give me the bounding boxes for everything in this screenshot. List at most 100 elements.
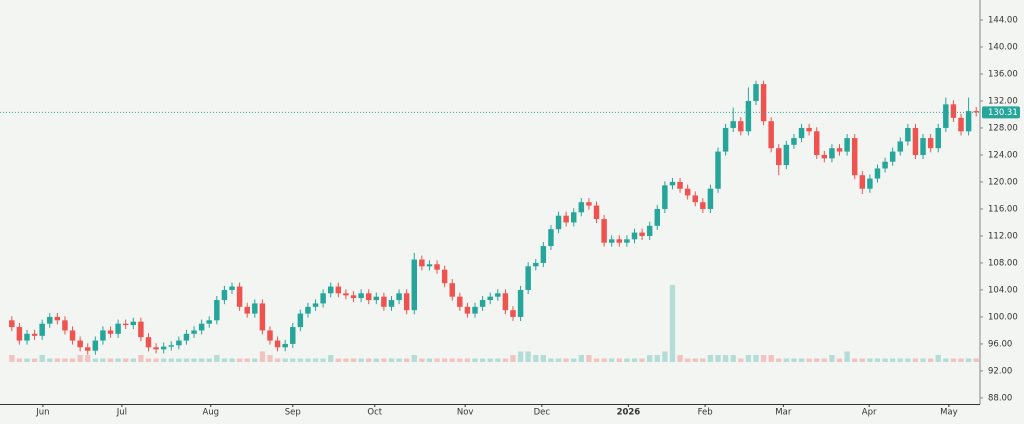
candle-body xyxy=(806,127,812,132)
candle-body xyxy=(912,127,919,155)
volume-bar xyxy=(85,355,91,362)
volume-bar xyxy=(464,358,471,362)
candle-body xyxy=(479,300,486,307)
volume-bar xyxy=(586,355,592,362)
candle-body xyxy=(441,269,448,284)
volume-bar xyxy=(760,355,767,362)
volume-bar xyxy=(479,358,486,362)
candle-body xyxy=(722,127,729,152)
candle-body xyxy=(236,286,243,307)
candle-body xyxy=(608,239,615,243)
volume-bar xyxy=(161,358,167,362)
x-tick-label: Aug xyxy=(202,408,219,418)
volume-bar xyxy=(198,358,205,362)
x-tick-label: Oct xyxy=(367,408,382,418)
candle-body xyxy=(624,239,630,243)
candle-body xyxy=(715,151,721,189)
volume-bar xyxy=(92,358,98,362)
volume-bar xyxy=(859,358,865,362)
candle-body xyxy=(814,131,820,155)
candle-body xyxy=(905,127,911,142)
candle-body xyxy=(495,293,501,297)
volume-bar xyxy=(609,358,615,362)
candle-body xyxy=(426,264,433,267)
volume-bar xyxy=(533,355,539,362)
volume-bar xyxy=(927,358,934,362)
volume-bar xyxy=(684,358,691,362)
volume-bar xyxy=(677,355,683,362)
volume-bar xyxy=(905,358,911,362)
volume-bar xyxy=(958,358,964,362)
candle-body xyxy=(783,144,790,166)
volume-bar xyxy=(510,355,516,362)
candle-body xyxy=(889,151,896,162)
volume-bar xyxy=(487,358,493,362)
candle-body xyxy=(335,286,342,294)
candle-body xyxy=(684,188,691,196)
candle-body xyxy=(138,321,144,338)
volume-bar xyxy=(495,358,501,362)
volume-bar xyxy=(639,358,645,362)
volume-bar xyxy=(335,358,341,362)
candle-body xyxy=(571,212,577,223)
candle-body xyxy=(943,104,949,128)
volume-bar xyxy=(943,358,949,362)
candle-body xyxy=(874,168,881,179)
candle-body xyxy=(616,239,623,243)
volume-bar xyxy=(563,358,569,362)
x-tick-label: Jul xyxy=(116,408,127,418)
y-tick-label: 96.00 xyxy=(988,339,1012,349)
candle-body xyxy=(631,232,638,240)
volume-bar xyxy=(31,358,38,362)
y-tick-label: 92.00 xyxy=(988,366,1012,376)
volume-bar xyxy=(457,358,463,362)
y-tick-label: 112.00 xyxy=(988,231,1018,241)
volume-bar xyxy=(214,355,220,362)
candle-body xyxy=(593,205,600,220)
candle-body xyxy=(198,323,205,331)
volume-bar xyxy=(593,358,600,362)
volume-bar xyxy=(920,358,926,362)
x-tick-label: May xyxy=(940,408,958,418)
volume-bar xyxy=(692,358,698,362)
volume-bar xyxy=(381,358,387,362)
candle-body xyxy=(548,229,554,247)
volume-bar xyxy=(890,358,896,362)
volume-bar xyxy=(274,358,281,362)
volume-bar xyxy=(517,351,524,362)
candle-body xyxy=(403,293,410,311)
volume-bar xyxy=(753,355,759,362)
candle-body xyxy=(920,138,926,155)
volume-bar xyxy=(722,355,729,362)
volume-bar xyxy=(852,358,858,362)
candle-body xyxy=(388,300,395,307)
y-tick-label: 136.00 xyxy=(988,69,1018,79)
candle-body xyxy=(350,295,357,299)
volume-bar xyxy=(358,358,364,362)
candle-body xyxy=(381,296,387,307)
volume-bar xyxy=(328,355,334,362)
volume-bar xyxy=(768,355,774,362)
candle-body xyxy=(935,127,941,149)
volume-bar xyxy=(9,355,15,362)
candle-body xyxy=(176,340,182,346)
candle-body xyxy=(510,310,516,317)
candle-body xyxy=(305,306,311,314)
volume-bar xyxy=(267,355,273,362)
volume-bar xyxy=(24,358,30,362)
candle-body xyxy=(191,330,197,334)
y-tick-label: 100.00 xyxy=(988,312,1018,322)
volume-bar xyxy=(426,358,433,362)
candle-body xyxy=(115,323,121,334)
candle-body xyxy=(555,215,562,230)
volume-bar xyxy=(69,358,76,362)
y-tick-label: 88.00 xyxy=(988,393,1012,403)
candle-body xyxy=(950,104,957,118)
volume-bar xyxy=(123,358,129,362)
volume-bar xyxy=(829,355,835,362)
x-tick-label: Nov xyxy=(457,408,474,418)
x-tick-label: Dec xyxy=(534,408,551,418)
volume-bar xyxy=(168,358,174,362)
volume-bar xyxy=(236,358,243,362)
candle-body xyxy=(229,286,235,290)
